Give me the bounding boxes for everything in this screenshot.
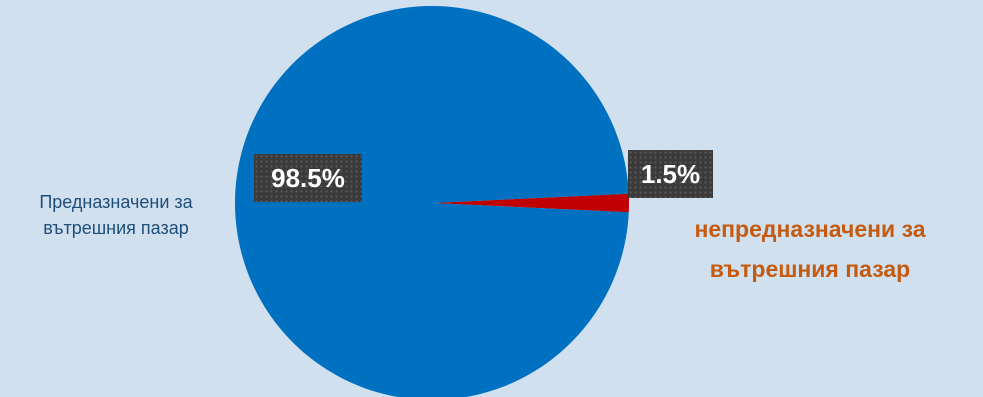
category-label-domestic: Предназначени за вътрешния пазар — [0, 189, 232, 241]
pie-slice-nondomestic — [432, 193, 629, 213]
percent-label-nondomestic: 1.5% — [628, 150, 713, 198]
category-label-domestic-line1: Предназначени за — [39, 192, 193, 212]
percent-label-domestic: 98.5% — [254, 154, 362, 202]
category-label-nondomestic-line1: непредназначени за — [694, 216, 926, 242]
category-label-nondomestic-line2: вътрешния пазар — [709, 256, 911, 282]
pie-slice-domestic — [235, 6, 629, 397]
category-label-domestic-line2: вътрешния пазар — [43, 218, 189, 238]
category-label-nondomestic: непредназначени за вътрешния пазар — [640, 209, 980, 289]
